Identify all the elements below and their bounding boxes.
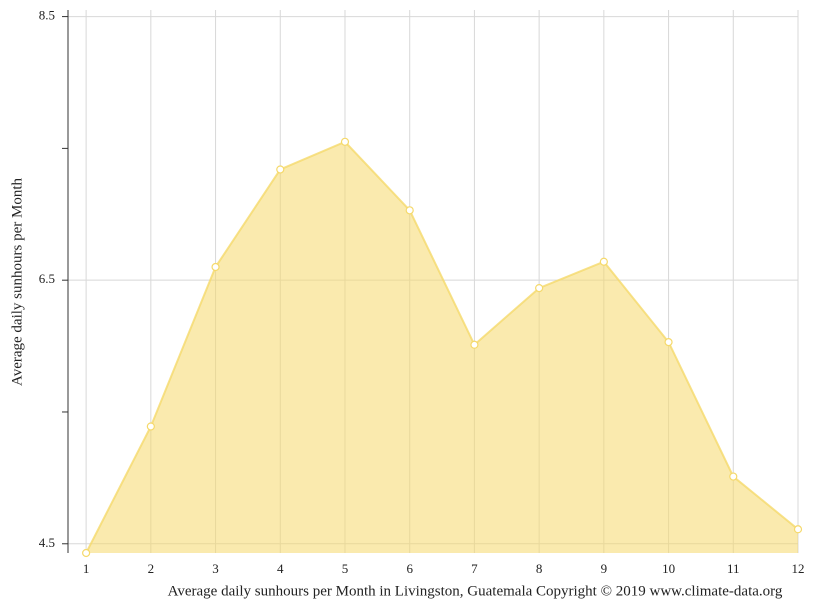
- x-tick-label: 12: [792, 561, 805, 576]
- point: [664, 338, 673, 347]
- line: [85, 140, 799, 554]
- x-tick-label: 4: [277, 561, 284, 576]
- area: [86, 141, 799, 553]
- point: [82, 548, 91, 558]
- point: [405, 206, 414, 215]
- x-tick-label: 1: [83, 561, 90, 576]
- point: [599, 257, 608, 266]
- y-axis-label: Average daily sunhours per Month: [9, 178, 25, 387]
- point: [729, 472, 738, 481]
- x-tick-label: 6: [406, 561, 413, 576]
- x-tick-label: 7: [471, 561, 478, 576]
- point: [146, 422, 155, 431]
- chart-title: Average daily sunhours per Month in Livi…: [168, 583, 783, 599]
- y-tick-label: 6.5: [39, 271, 55, 286]
- x-tick-label: 10: [662, 561, 675, 576]
- x-tick-label: 5: [342, 561, 349, 576]
- point: [535, 283, 544, 293]
- point: [340, 137, 350, 146]
- y-tick-label: 4.5: [39, 535, 55, 550]
- x-tick-label: 3: [212, 561, 219, 576]
- point: [793, 525, 803, 534]
- x-tick-label: 11: [727, 561, 740, 576]
- point: [276, 165, 285, 174]
- x-tick-label: 9: [601, 561, 608, 576]
- point: [470, 340, 479, 349]
- y-tick-label: 8.5: [39, 8, 55, 23]
- x-tick-label: 2: [148, 561, 155, 576]
- x-tick-label: 8: [536, 561, 543, 576]
- point: [211, 262, 220, 272]
